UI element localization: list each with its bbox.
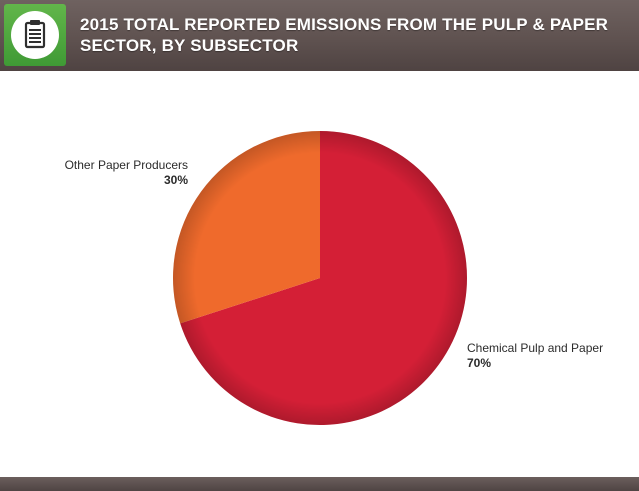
clipboard-icon — [4, 4, 66, 66]
header-bar: 2015 TOTAL REPORTED EMISSIONS FROM THE P… — [0, 0, 639, 71]
title-line-2: SECTOR, BY SUBSECTOR — [80, 36, 299, 55]
footer-bar — [0, 477, 639, 491]
pie-chart — [173, 130, 467, 425]
label-chemical-name: Chemical Pulp and Paper — [467, 341, 604, 355]
label-chemical-percent: 70% — [467, 356, 492, 370]
page-title: 2015 TOTAL REPORTED EMISSIONS FROM THE P… — [80, 14, 630, 56]
pie-chart-area: Other Paper Producers 30% Chemical Pulp … — [0, 71, 639, 477]
label-other-paper-producers: Other Paper Producers 30% — [65, 158, 188, 188]
title-line-1: 2015 TOTAL REPORTED EMISSIONS FROM THE P… — [80, 15, 609, 34]
label-chemical-pulp-and-paper: Chemical Pulp and Paper 70% — [467, 341, 603, 371]
label-other-percent: 30% — [163, 173, 188, 187]
label-other-name: Other Paper Producers — [64, 158, 188, 172]
